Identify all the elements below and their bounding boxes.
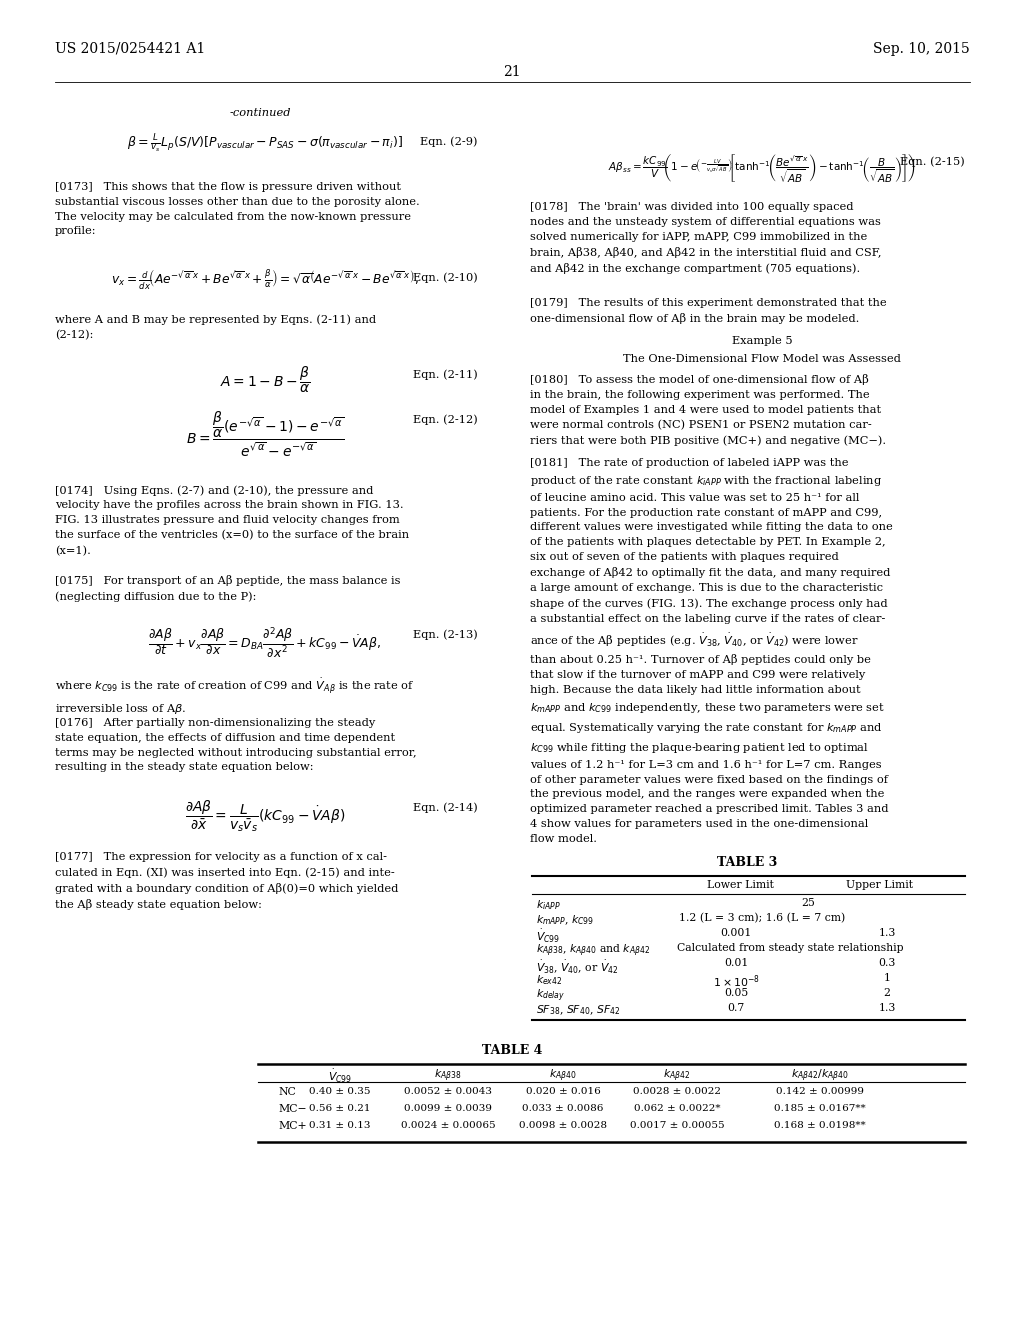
Text: $k_{A\beta38}$, $k_{A\beta40}$ and $k_{A\beta42}$: $k_{A\beta38}$, $k_{A\beta40}$ and $k_{A… (536, 942, 650, 960)
Text: [0180]   To assess the model of one-dimensional flow of Aβ
in the brain, the fol: [0180] To assess the model of one-dimens… (530, 374, 886, 446)
Text: [0181]   The rate of production of labeled iAPP was the
product of the rate cons: [0181] The rate of production of labeled… (530, 458, 893, 843)
Text: 0.0099 ± 0.0039: 0.0099 ± 0.0039 (404, 1104, 492, 1113)
Text: Example 5: Example 5 (732, 337, 793, 346)
Text: 0.0017 ± 0.00055: 0.0017 ± 0.00055 (630, 1121, 724, 1130)
Text: US 2015/0254421 A1: US 2015/0254421 A1 (55, 42, 205, 55)
Text: 0.01: 0.01 (724, 958, 749, 968)
Text: $\dot{V}_{C99}$: $\dot{V}_{C99}$ (536, 928, 560, 945)
Text: MC+: MC+ (278, 1121, 306, 1131)
Text: 0.31 ± 0.13: 0.31 ± 0.13 (309, 1121, 371, 1130)
Text: $k_{mAPP}$, $k_{C99}$: $k_{mAPP}$, $k_{C99}$ (536, 913, 594, 927)
Text: 1.3: 1.3 (879, 928, 896, 939)
Text: $A = 1 - B - \dfrac{\beta}{\alpha}$: $A = 1 - B - \dfrac{\beta}{\alpha}$ (219, 366, 310, 396)
Text: $SF_{38}$, $SF_{40}$, $SF_{42}$: $SF_{38}$, $SF_{40}$, $SF_{42}$ (536, 1003, 621, 1016)
Text: Eqn. (2-14): Eqn. (2-14) (414, 803, 478, 813)
Text: 2: 2 (884, 987, 891, 998)
Text: $A\beta_{ss} = \dfrac{kC_{99}}{V}\!\!\left(1 - e^{\!\left(-\frac{LV}{v_s\alpha\s: $A\beta_{ss} = \dfrac{kC_{99}}{V}\!\!\le… (608, 152, 915, 185)
Text: $\dot{V}_{C99}$: $\dot{V}_{C99}$ (328, 1068, 352, 1085)
Text: 0.3: 0.3 (879, 958, 896, 968)
Text: 0.0098 ± 0.0028: 0.0098 ± 0.0028 (519, 1121, 607, 1130)
Text: $k_{iAPP}$: $k_{iAPP}$ (536, 898, 561, 912)
Text: [0174]   Using Eqns. (2-7) and (2-10), the pressure and
velocity have the profil: [0174] Using Eqns. (2-7) and (2-10), the… (55, 484, 410, 556)
Text: MC−: MC− (278, 1104, 306, 1114)
Text: Eqn. (2-12): Eqn. (2-12) (414, 414, 478, 425)
Text: 21: 21 (503, 65, 521, 79)
Text: 0.0052 ± 0.0043: 0.0052 ± 0.0043 (404, 1086, 492, 1096)
Text: $1 \times 10^{-8}$: $1 \times 10^{-8}$ (713, 973, 760, 990)
Text: NC: NC (278, 1086, 296, 1097)
Text: 0.7: 0.7 (727, 1003, 744, 1012)
Text: Calculated from steady state relationship: Calculated from steady state relationshi… (677, 942, 903, 953)
Text: $k_{A\beta42}/k_{A\beta40}$: $k_{A\beta42}/k_{A\beta40}$ (792, 1068, 849, 1085)
Text: $\dot{V}_{38}$, $\dot{V}_{40}$, or $\dot{V}_{42}$: $\dot{V}_{38}$, $\dot{V}_{40}$, or $\dot… (536, 958, 618, 975)
Text: $k_{A\beta42}$: $k_{A\beta42}$ (664, 1068, 690, 1085)
Text: Eqn. (2-13): Eqn. (2-13) (414, 630, 478, 640)
Text: 0.033 ± 0.0086: 0.033 ± 0.0086 (522, 1104, 604, 1113)
Text: Eqn. (2-9): Eqn. (2-9) (421, 136, 478, 147)
Text: 0.185 ± 0.0167**: 0.185 ± 0.0167** (774, 1104, 866, 1113)
Text: Eqn. (2-15): Eqn. (2-15) (900, 156, 965, 166)
Text: Eqn. (2-11): Eqn. (2-11) (414, 370, 478, 380)
Text: Lower Limit: Lower Limit (707, 880, 773, 890)
Text: 25: 25 (801, 898, 815, 908)
Text: $k_{A\beta38}$: $k_{A\beta38}$ (434, 1068, 462, 1085)
Text: 0.020 ± 0.016: 0.020 ± 0.016 (525, 1086, 600, 1096)
Text: 0.142 ± 0.00999: 0.142 ± 0.00999 (776, 1086, 864, 1096)
Text: Upper Limit: Upper Limit (847, 880, 913, 890)
Text: $k_{ex42}$: $k_{ex42}$ (536, 973, 562, 987)
Text: 0.0028 ± 0.0022: 0.0028 ± 0.0022 (633, 1086, 721, 1096)
Text: 1.3: 1.3 (879, 1003, 896, 1012)
Text: 1.2 (L = 3 cm); 1.6 (L = 7 cm): 1.2 (L = 3 cm); 1.6 (L = 7 cm) (679, 913, 845, 923)
Text: TABLE 3: TABLE 3 (717, 855, 777, 869)
Text: [0178]   The 'brain' was divided into 100 equally spaced
nodes and the unsteady : [0178] The 'brain' was divided into 100 … (530, 202, 882, 275)
Text: [0177]   The expression for velocity as a function of x cal-
culated in Eqn. (XI: [0177] The expression for velocity as a … (55, 851, 398, 911)
Text: 0.062 ± 0.0022*: 0.062 ± 0.0022* (634, 1104, 720, 1113)
Text: $\dfrac{\partial A\beta}{\partial t} + v_x\dfrac{\partial A\beta}{\partial x} = : $\dfrac{\partial A\beta}{\partial t} + v… (148, 624, 382, 660)
Text: [0175]   For transport of an Aβ peptide, the mass balance is
(neglecting diffusi: [0175] For transport of an Aβ peptide, t… (55, 576, 400, 602)
Text: 0.40 ± 0.35: 0.40 ± 0.35 (309, 1086, 371, 1096)
Text: $v_x = \frac{d}{dx}\!\left(Ae^{-\sqrt{\alpha}\,x} + Be^{\sqrt{\alpha}\,x} + \fra: $v_x = \frac{d}{dx}\!\left(Ae^{-\sqrt{\a… (112, 268, 419, 292)
Text: Eqn. (2-10): Eqn. (2-10) (414, 272, 478, 282)
Text: 0.001: 0.001 (720, 928, 752, 939)
Text: where A and B may be represented by Eqns. (2-11) and
(2-12):: where A and B may be represented by Eqns… (55, 314, 376, 339)
Text: $\dfrac{\partial A\beta}{\partial \bar{x}} = \dfrac{L}{v_s\bar{v}_s}(kC_{99} - \: $\dfrac{\partial A\beta}{\partial \bar{x… (184, 799, 345, 833)
Text: TABLE 4: TABLE 4 (482, 1044, 542, 1057)
Text: 0.56 ± 0.21: 0.56 ± 0.21 (309, 1104, 371, 1113)
Text: [0176]   After partially non-dimensionalizing the steady
state equation, the eff: [0176] After partially non-dimensionaliz… (55, 718, 417, 772)
Text: 0.05: 0.05 (724, 987, 749, 998)
Text: The One-Dimensional Flow Model was Assessed: The One-Dimensional Flow Model was Asses… (623, 354, 901, 364)
Text: [0173]   This shows that the flow is pressure driven without
substantial viscous: [0173] This shows that the flow is press… (55, 182, 420, 236)
Text: 0.0024 ± 0.00065: 0.0024 ± 0.00065 (400, 1121, 496, 1130)
Text: Sep. 10, 2015: Sep. 10, 2015 (873, 42, 970, 55)
Text: $\beta = \frac{L}{v_s} L_p(S/V)[P_{vascular} - P_{SAS} - \sigma(\pi_{vascular} -: $\beta = \frac{L}{v_s} L_p(S/V)[P_{vascu… (127, 132, 403, 154)
Text: 0.168 ± 0.0198**: 0.168 ± 0.0198** (774, 1121, 866, 1130)
Text: where $k_{C99}$ is the rate of creation of C99 and $\dot{V}_{A\beta}$ is the rat: where $k_{C99}$ is the rate of creation … (55, 676, 415, 715)
Text: 1: 1 (884, 973, 891, 983)
Text: $B = \dfrac{\dfrac{\beta}{\alpha}(e^{-\sqrt{\alpha}} - 1) - e^{-\sqrt{\alpha}}}{: $B = \dfrac{\dfrac{\beta}{\alpha}(e^{-\s… (185, 411, 344, 459)
Text: -continued: -continued (229, 108, 291, 117)
Text: $k_{delay}$: $k_{delay}$ (536, 987, 565, 1005)
Text: $k_{A\beta40}$: $k_{A\beta40}$ (549, 1068, 577, 1085)
Text: [0179]   The results of this experiment demonstrated that the
one-dimensional fl: [0179] The results of this experiment de… (530, 298, 887, 325)
